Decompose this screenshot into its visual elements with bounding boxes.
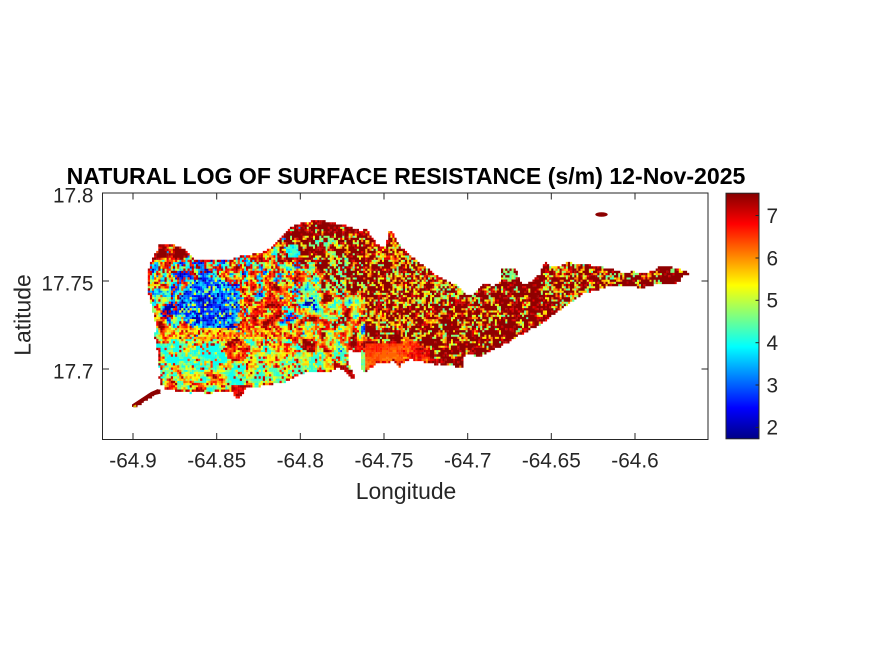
svg-text:-64.7: -64.7 [444, 450, 491, 473]
svg-text:-64.75: -64.75 [355, 450, 414, 473]
svg-text:7: 7 [767, 205, 779, 228]
svg-text:17.75: 17.75 [41, 272, 93, 295]
svg-text:-64.9: -64.9 [109, 450, 156, 473]
svg-text:-64.65: -64.65 [522, 450, 581, 473]
svg-text:17.7: 17.7 [53, 360, 93, 383]
svg-text:5: 5 [767, 290, 779, 313]
svg-text:-64.8: -64.8 [277, 450, 324, 473]
svg-text:Longitude: Longitude [356, 478, 457, 504]
svg-text:3: 3 [767, 374, 779, 397]
svg-text:6: 6 [767, 247, 779, 270]
svg-text:Latitude: Latitude [10, 274, 36, 355]
svg-text:NATURAL LOG OF SURFACE RESISTA: NATURAL LOG OF SURFACE RESISTANCE (s/m) … [67, 163, 746, 189]
svg-text:-64.85: -64.85 [187, 450, 246, 473]
svg-text:4: 4 [767, 332, 779, 355]
svg-text:-64.6: -64.6 [611, 450, 658, 473]
svg-text:2: 2 [767, 417, 779, 440]
svg-text:17.8: 17.8 [53, 184, 93, 207]
